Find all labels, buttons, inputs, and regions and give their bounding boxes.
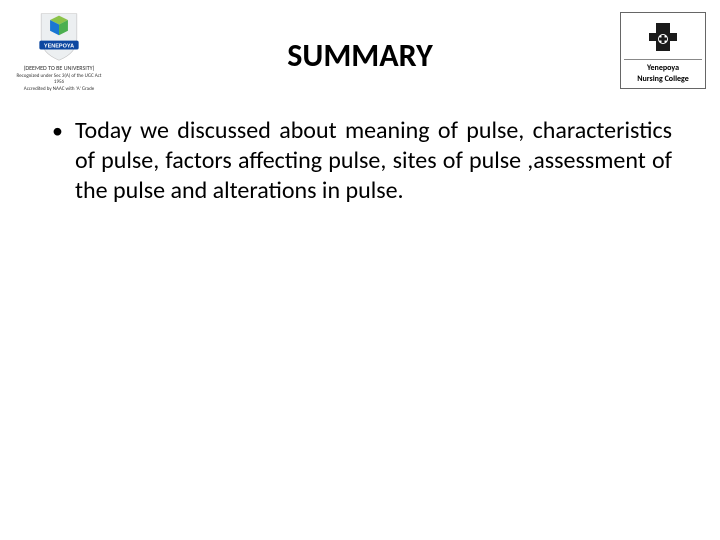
bullet-item: • Today we discussed about meaning of pu…	[48, 116, 672, 206]
bullet-text: Today we discussed about meaning of puls…	[75, 116, 672, 206]
slide-title: SUMMARY	[0, 36, 720, 75]
logo-right-line2: Nursing College	[637, 75, 689, 84]
bullet-marker: •	[52, 116, 63, 146]
slide-body: • Today we discussed about meaning of pu…	[48, 116, 672, 206]
logo-left-sub3: Accredited by NAAC with 'A' Grade	[24, 86, 94, 92]
slide: YENEPOYA (DEEMED TO BE UNIVERSITY) Recog…	[0, 0, 720, 540]
